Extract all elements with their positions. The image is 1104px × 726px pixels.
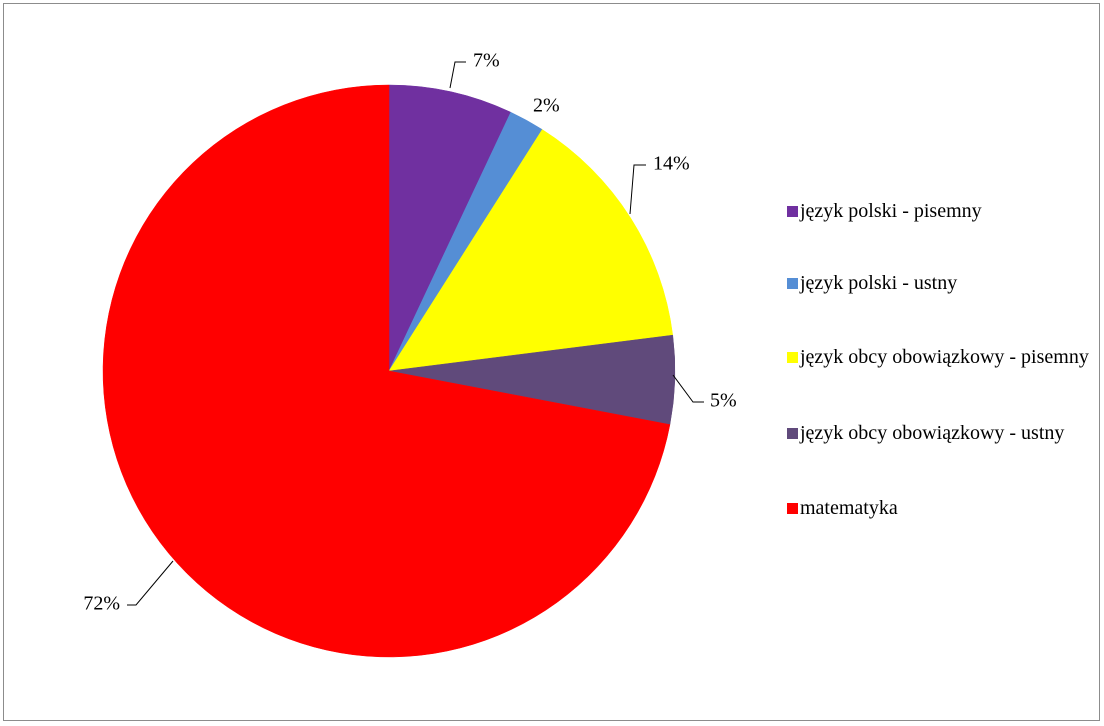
legend-swatch	[787, 278, 798, 289]
legend-label: matematyka	[800, 497, 898, 519]
leader-line	[672, 374, 704, 403]
pie-slices	[102, 84, 676, 658]
data-labels: 7% 2% 14% 5% 72%	[83, 50, 736, 615]
legend-label: język polski - ustny	[800, 272, 958, 294]
legend-swatch	[787, 206, 798, 217]
pie-slice	[102, 84, 671, 658]
pie-slice	[388, 84, 512, 372]
data-label: 14%	[653, 153, 690, 175]
data-label: 72%	[83, 593, 120, 615]
legend-label: język obcy obowiązkowy - ustny	[800, 422, 1065, 444]
data-label: 2%	[533, 95, 560, 117]
legend-label: język obcy obowiązkowy - pisemny	[800, 346, 1089, 368]
legend-swatch	[787, 428, 798, 439]
data-label: 5%	[710, 390, 737, 412]
legend-swatch	[787, 503, 798, 514]
leader-line	[449, 61, 466, 89]
pie-slice	[388, 129, 674, 372]
data-label: 7%	[473, 50, 500, 72]
legend-label: język polski - pisemny	[800, 200, 982, 222]
leader-line	[127, 560, 174, 606]
leader-line	[629, 164, 646, 215]
legend-swatch	[787, 352, 798, 363]
leader-lines	[127, 61, 704, 606]
